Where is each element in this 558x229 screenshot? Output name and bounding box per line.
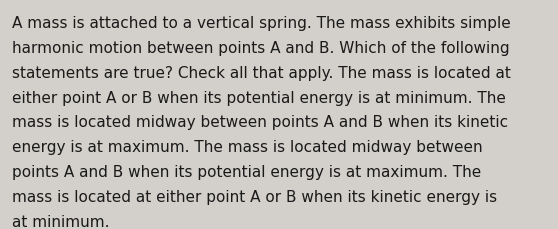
Text: mass is located at either point A or B when its kinetic energy is: mass is located at either point A or B w… bbox=[12, 189, 497, 204]
Text: A mass is attached to a vertical spring. The mass exhibits simple: A mass is attached to a vertical spring.… bbox=[12, 16, 511, 31]
Text: energy is at maximum. The mass is located midway between: energy is at maximum. The mass is locate… bbox=[12, 140, 483, 155]
Text: mass is located midway between points A and B when its kinetic: mass is located midway between points A … bbox=[12, 115, 508, 130]
Text: at minimum.: at minimum. bbox=[12, 214, 110, 229]
Text: harmonic motion between points A and B. Which of the following: harmonic motion between points A and B. … bbox=[12, 41, 510, 56]
Text: either point A or B when its potential energy is at minimum. The: either point A or B when its potential e… bbox=[12, 90, 506, 105]
Text: points A and B when its potential energy is at maximum. The: points A and B when its potential energy… bbox=[12, 164, 482, 179]
Text: statements are true? Check all that apply. The mass is located at: statements are true? Check all that appl… bbox=[12, 65, 511, 80]
